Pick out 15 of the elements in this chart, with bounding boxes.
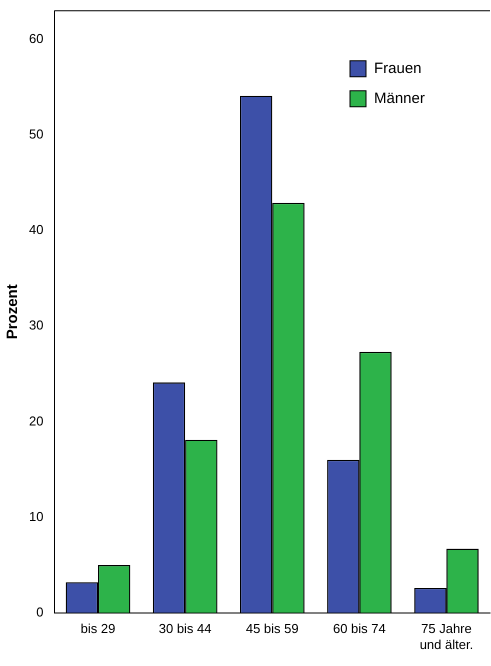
y-tick-label: 40 xyxy=(28,222,44,238)
x-tick-label: bis 29 xyxy=(80,621,116,636)
y-tick-label: 10 xyxy=(28,508,44,524)
y-tick-label: 50 xyxy=(28,126,44,142)
y-tick-label: 0 xyxy=(36,604,44,620)
y-axis-title: Prozent xyxy=(4,284,22,340)
x-tick-label: 60 bis 74 xyxy=(332,621,386,636)
legend-label: Männer xyxy=(374,90,425,107)
x-tick-label: 75 Jahre und älter. xyxy=(420,621,474,652)
y-tick-label: 60 xyxy=(28,31,44,46)
x-tick-label: 30 bis 44 xyxy=(158,621,212,636)
legend-label: Frauen xyxy=(374,60,422,77)
y-tick-label: 20 xyxy=(28,413,44,428)
y-tick-label: 30 xyxy=(28,318,44,333)
x-tick-label: 45 bis 59 xyxy=(246,621,299,636)
